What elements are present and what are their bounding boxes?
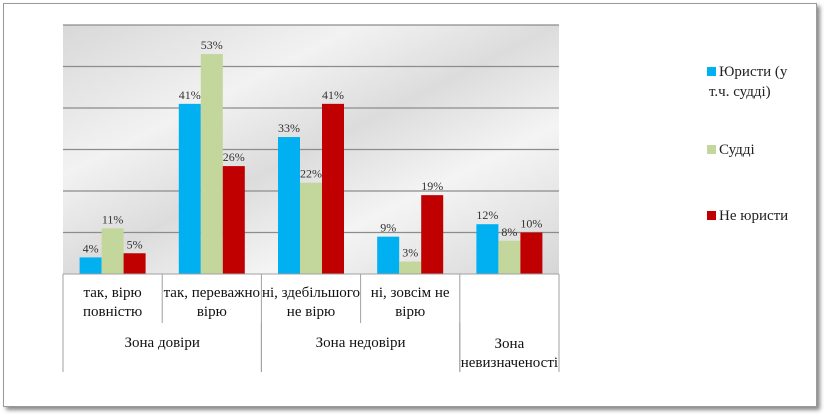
data-label: 53% — [201, 38, 223, 52]
bar — [377, 236, 400, 274]
category-label: не вірю — [287, 304, 335, 320]
bar — [123, 253, 146, 274]
data-label: 10% — [520, 217, 542, 231]
legend-label: т.ч. судді) — [709, 84, 771, 100]
bar — [498, 240, 521, 274]
data-label: 4% — [83, 241, 99, 255]
data-label: 22% — [300, 167, 322, 181]
bar — [300, 182, 322, 274]
bar — [200, 54, 223, 274]
data-label: 11% — [102, 212, 124, 226]
bar — [79, 257, 102, 274]
category-label: ні, здебільшого — [262, 285, 360, 301]
category-label: ні, зовсім не — [371, 285, 450, 301]
group-label: невизначеності — [461, 355, 558, 371]
category-label: повністю — [83, 304, 142, 320]
bar — [222, 166, 245, 274]
legend-swatch — [707, 145, 716, 154]
bar — [178, 103, 201, 274]
category-label: вірю — [197, 304, 227, 320]
data-label: 41% — [179, 88, 201, 102]
data-label: 12% — [476, 208, 498, 222]
legend-item: Судді — [707, 140, 755, 160]
data-label: 26% — [223, 150, 245, 164]
category-label: так, вірю — [84, 285, 142, 301]
data-label: 5% — [127, 237, 143, 251]
bar — [322, 103, 344, 274]
bar — [520, 232, 543, 274]
bar — [476, 224, 499, 274]
group-label: Зона довіри — [125, 335, 200, 351]
bar — [421, 195, 444, 274]
legend-item: Юристи (у т.ч. судді) — [707, 62, 787, 102]
bar — [101, 228, 124, 274]
data-label: 9% — [380, 221, 396, 235]
legend-swatch — [707, 67, 716, 76]
data-label: 33% — [278, 121, 300, 135]
category-label: вірю — [395, 304, 425, 320]
legend-swatch — [707, 211, 716, 220]
group-label: Зона — [495, 336, 525, 352]
legend-label: Не юристи — [719, 208, 789, 224]
data-label: 3% — [402, 246, 418, 260]
data-label: 41% — [322, 88, 344, 102]
group-label: Зона недовіри — [316, 335, 406, 351]
bar — [399, 261, 422, 274]
bar — [278, 137, 300, 274]
category-label: так, переважно — [164, 285, 260, 301]
data-label: 8% — [501, 225, 517, 239]
data-label: 19% — [421, 179, 443, 193]
legend-label: Юристи (у — [719, 64, 788, 80]
legend-label: Судді — [719, 142, 755, 158]
legend-item: Не юристи — [707, 206, 788, 226]
